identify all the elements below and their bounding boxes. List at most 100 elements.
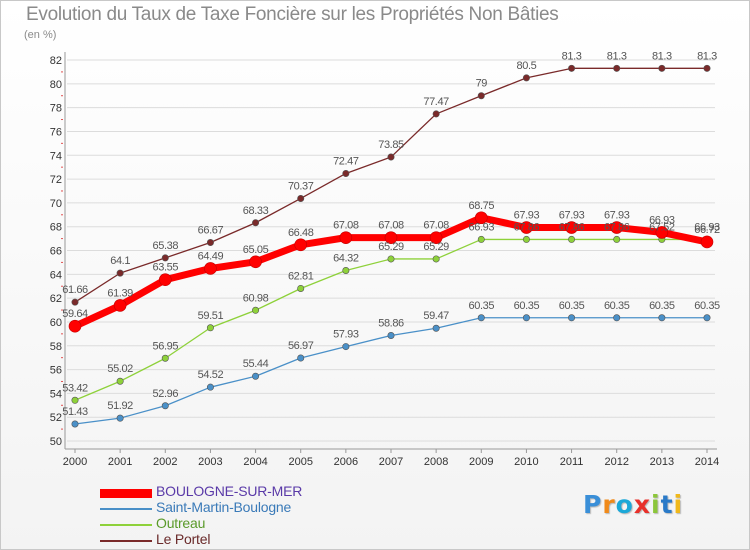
- data-label: 56.97: [288, 340, 314, 352]
- data-point: [655, 226, 669, 239]
- data-point: [522, 235, 530, 243]
- y-tick-label: 72: [50, 174, 62, 186]
- data-label: 67.08: [423, 220, 449, 232]
- data-label: 67.52: [649, 221, 675, 233]
- data-point: [161, 402, 169, 410]
- data-label: 51.92: [107, 400, 133, 412]
- data-label: 51.43: [62, 406, 88, 418]
- data-label: 59.64: [62, 308, 88, 320]
- x-tick-label: 2006: [334, 456, 358, 468]
- data-point: [161, 254, 169, 262]
- data-point: [71, 420, 79, 428]
- data-label: 54.52: [198, 369, 224, 381]
- data-point: [613, 64, 621, 72]
- data-point: [297, 354, 305, 362]
- x-tick-label: 2011: [560, 456, 584, 468]
- data-point: [206, 239, 214, 247]
- data-label: 66.93: [469, 221, 495, 233]
- data-point: [339, 231, 353, 244]
- data-label: 55.02: [107, 363, 133, 375]
- data-point: [71, 298, 79, 306]
- logo-letter: t: [660, 490, 674, 519]
- y-tick-label: 62: [50, 293, 62, 305]
- data-label: 65.29: [423, 241, 449, 253]
- data-label: 67.86: [514, 221, 540, 233]
- data-point: [520, 221, 533, 234]
- data-label: 62.81: [288, 270, 314, 282]
- data-label: 56.95: [153, 340, 179, 352]
- data-point: [565, 221, 578, 234]
- data-label: 67.93: [559, 210, 585, 222]
- x-tick-label: 2000: [63, 456, 87, 468]
- data-point: [116, 414, 124, 422]
- x-tick-label: 2007: [379, 456, 403, 468]
- y-axis-unit-label: (en %): [24, 29, 57, 41]
- data-point: [294, 238, 308, 252]
- data-label: 67.93: [514, 210, 540, 222]
- logo-letter: x: [633, 490, 651, 519]
- data-label: 52.96: [153, 388, 179, 400]
- data-point: [342, 169, 350, 177]
- data-point: [387, 332, 395, 340]
- data-label: 65.29: [378, 241, 404, 253]
- data-label: 61.39: [107, 287, 133, 299]
- data-label: 81.3: [607, 50, 627, 62]
- y-tick-label: 56: [50, 365, 62, 377]
- data-label: 73.85: [378, 139, 404, 151]
- data-point: [432, 110, 440, 118]
- data-label: 66.67: [198, 225, 224, 237]
- y-tick-label: 50: [50, 436, 62, 448]
- data-label: 65.38: [153, 240, 179, 252]
- data-point: [71, 396, 79, 404]
- data-label: 64.32: [333, 253, 359, 265]
- data-label: 58.86: [378, 318, 404, 330]
- data-label: 60.98: [243, 292, 269, 304]
- data-label: 55.44: [243, 358, 269, 370]
- data-label: 72.47: [333, 155, 359, 167]
- data-point: [342, 267, 350, 275]
- data-label: 79: [476, 78, 488, 90]
- data-label: 57.93: [333, 329, 359, 341]
- data-label: 67.86: [604, 221, 630, 233]
- data-point: [432, 255, 440, 263]
- y-tick-label: 58: [50, 341, 62, 353]
- x-tick-label: 2004: [243, 456, 267, 468]
- data-point: [158, 273, 172, 286]
- y-tick-label: 68: [50, 222, 62, 234]
- x-tick-label: 2003: [198, 456, 222, 468]
- axes: 50 52 54 56 58 60 62 64 66 68 70 72 74 76 78 80 82 2000 20…: [50, 52, 719, 468]
- data-label: 61.66: [62, 284, 88, 296]
- y-tick-label: 60: [50, 317, 62, 329]
- data-label: 53.42: [62, 382, 88, 394]
- data-label: 67.93: [604, 210, 630, 222]
- data-label: 59.51: [198, 310, 224, 322]
- data-point: [610, 221, 624, 234]
- data-point: [387, 153, 395, 161]
- data-point: [613, 235, 621, 243]
- data-point: [113, 299, 127, 312]
- data-label: 64.49: [198, 250, 224, 262]
- data-point: [252, 372, 260, 380]
- y-tick-label: 78: [50, 103, 62, 115]
- data-label: 67.08: [333, 220, 359, 232]
- data-point: [703, 314, 711, 322]
- data-label: 70.37: [288, 180, 314, 192]
- data-point: [161, 354, 169, 362]
- data-label: 67.08: [378, 220, 404, 232]
- logo-letter: o: [615, 490, 634, 519]
- data-point: [206, 324, 214, 332]
- y-tick-label: 54: [50, 388, 62, 400]
- data-label: 66.72: [694, 224, 720, 236]
- y-tick-label: 76: [50, 126, 62, 138]
- data-label: 59.47: [423, 310, 449, 322]
- data-point: [297, 194, 305, 202]
- data-point: [522, 314, 530, 322]
- legend-label: Le Portel: [156, 531, 211, 547]
- data-label: 67.86: [559, 221, 585, 233]
- data-point: [252, 306, 260, 314]
- x-tick-label: 2010: [514, 456, 538, 468]
- series-lines: [68, 64, 714, 428]
- data-label: 68.75: [469, 200, 495, 212]
- data-point: [206, 383, 214, 391]
- data-point: [68, 319, 82, 333]
